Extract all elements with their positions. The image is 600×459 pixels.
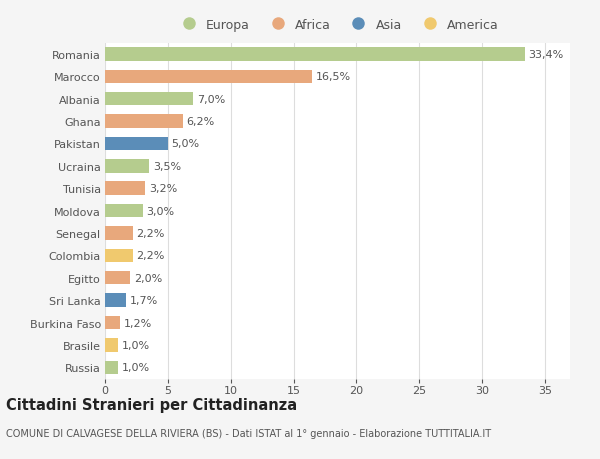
Text: COMUNE DI CALVAGESE DELLA RIVIERA (BS) - Dati ISTAT al 1° gennaio - Elaborazione: COMUNE DI CALVAGESE DELLA RIVIERA (BS) -… — [6, 428, 491, 438]
Bar — [105, 338, 118, 352]
Bar — [105, 271, 130, 285]
Text: 1,0%: 1,0% — [121, 340, 149, 350]
Bar — [105, 204, 143, 218]
Bar — [105, 182, 145, 196]
Text: 2,2%: 2,2% — [136, 229, 165, 239]
Bar — [105, 115, 183, 129]
Bar — [105, 93, 193, 106]
Text: 3,2%: 3,2% — [149, 184, 177, 194]
Bar — [105, 70, 313, 84]
Text: 16,5%: 16,5% — [316, 72, 351, 82]
Bar — [105, 249, 133, 263]
Text: 5,0%: 5,0% — [172, 139, 200, 149]
Text: 3,5%: 3,5% — [153, 162, 181, 172]
Bar — [105, 48, 525, 62]
Text: 1,0%: 1,0% — [121, 363, 149, 373]
Text: 2,0%: 2,0% — [134, 273, 162, 283]
Bar — [105, 160, 149, 173]
Bar — [105, 361, 118, 374]
Bar — [105, 137, 168, 151]
Text: 7,0%: 7,0% — [197, 95, 225, 105]
Text: 33,4%: 33,4% — [529, 50, 564, 60]
Bar — [105, 227, 133, 240]
Text: 1,7%: 1,7% — [130, 296, 158, 306]
Text: 6,2%: 6,2% — [187, 117, 215, 127]
Text: 3,0%: 3,0% — [146, 206, 175, 216]
Bar — [105, 316, 120, 330]
Text: 2,2%: 2,2% — [136, 251, 165, 261]
Legend: Europa, Africa, Asia, America: Europa, Africa, Asia, America — [173, 16, 502, 34]
Bar — [105, 294, 127, 307]
Text: 1,2%: 1,2% — [124, 318, 152, 328]
Text: Cittadini Stranieri per Cittadinanza: Cittadini Stranieri per Cittadinanza — [6, 397, 297, 412]
